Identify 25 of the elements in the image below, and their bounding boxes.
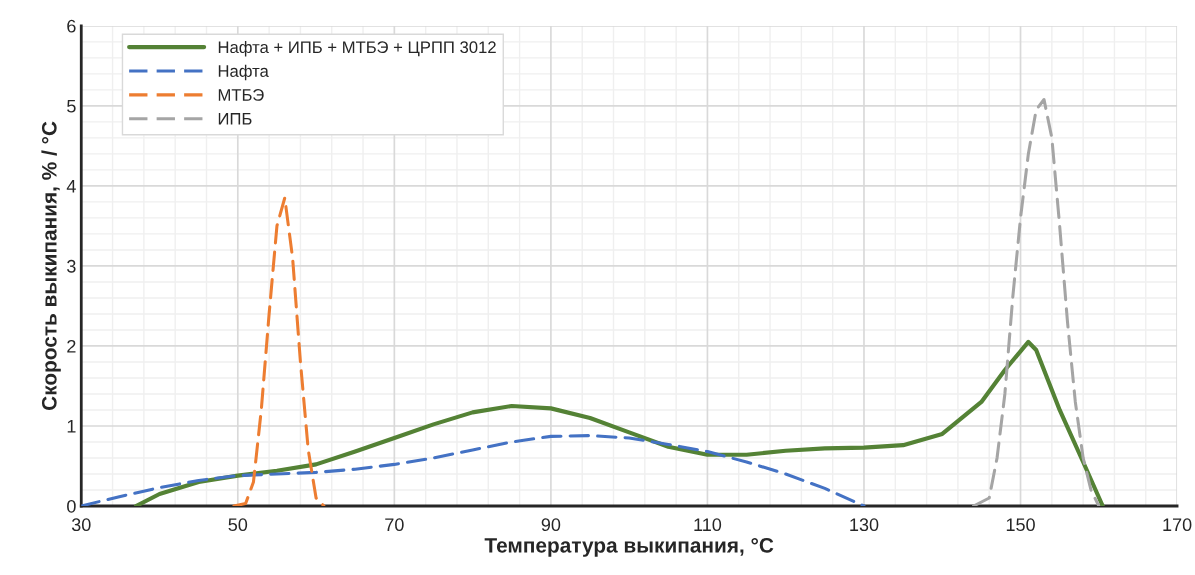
legend-label: Нафта + ИПБ + МТБЭ + ЦРПП 3012: [218, 40, 496, 57]
legend-label: ИПБ: [218, 113, 252, 125]
x-tick-label: 170: [1163, 518, 1192, 532]
x-tick-label: 90: [541, 518, 561, 532]
y-axis-title: Скорость выкипания, % / °C: [41, 121, 61, 410]
line-series: [81, 434, 866, 506]
line-series: [972, 97, 1101, 506]
legend-label: МТБЭ: [218, 89, 264, 101]
y-tick-label: 4: [66, 180, 76, 193]
y-tick-label: 5: [67, 100, 76, 113]
y-tick-label: 1: [67, 420, 76, 433]
x-axis-title: Температура выкипания, °C: [484, 537, 774, 557]
y-tick-label: 6: [67, 19, 76, 33]
x-tick-label: 50: [228, 518, 248, 532]
x-tick-label: 70: [385, 518, 404, 532]
legend-label: Нафта: [218, 64, 269, 81]
x-tick-label: 130: [850, 518, 879, 532]
x-tick-label: 110: [694, 518, 722, 532]
line-series: [133, 339, 1105, 506]
x-tick-label: 30: [71, 518, 91, 532]
y-tick-label: 3: [67, 259, 76, 273]
line-series: [232, 196, 326, 506]
y-tick-label: 0: [67, 499, 76, 513]
x-tick-label: 150: [1006, 518, 1035, 532]
y-tick-label: 2: [67, 339, 76, 353]
